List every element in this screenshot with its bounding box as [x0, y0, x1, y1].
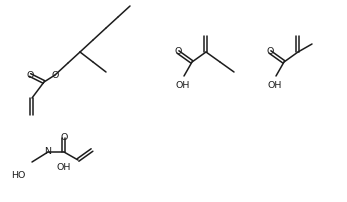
Text: O: O	[266, 47, 274, 57]
Text: OH: OH	[176, 81, 190, 89]
Text: O: O	[60, 134, 68, 142]
Text: O: O	[174, 47, 182, 57]
Text: OH: OH	[57, 163, 71, 173]
Text: HO: HO	[11, 170, 25, 180]
Text: N: N	[44, 147, 51, 157]
Text: O: O	[51, 70, 59, 80]
Text: OH: OH	[268, 81, 282, 89]
Text: O: O	[26, 70, 34, 80]
